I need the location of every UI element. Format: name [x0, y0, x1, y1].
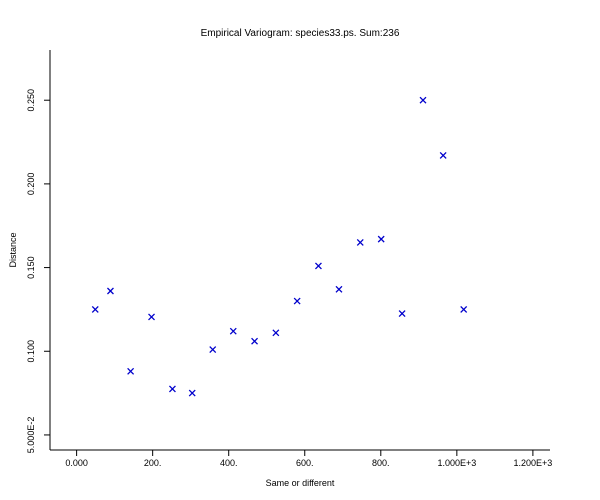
data-point-marker [460, 305, 468, 313]
y-tick-label: 5.000E-2 [26, 417, 36, 454]
y-tick-label: 0.100 [26, 340, 36, 363]
data-point-marker [293, 297, 301, 305]
y-axis-ticks: 5.000E-2 0.100 0.150 0.200 0.250 [26, 89, 50, 453]
data-point-marker [419, 96, 427, 104]
data-point-marker [188, 389, 196, 397]
y-tick-label: 0.250 [26, 89, 36, 112]
x-tick-label: 1.200E+3 [513, 458, 552, 468]
data-point-marker [127, 367, 135, 375]
x-axis-label: Same or different [266, 478, 335, 488]
data-point-marker [439, 151, 447, 159]
x-tick-label: 800. [372, 458, 390, 468]
data-point-marker [168, 385, 176, 393]
x-tick-label: 200. [144, 458, 162, 468]
data-point-marker [377, 235, 385, 243]
y-tick-label: 0.200 [26, 173, 36, 196]
chart-title: Empirical Variogram: species33.ps. Sum:2… [201, 28, 400, 39]
data-point-marker [335, 285, 343, 293]
data-point-marker [272, 329, 280, 337]
data-point-marker [229, 327, 237, 335]
data-point-marker [148, 313, 155, 321]
y-tick-label: 0.150 [26, 256, 36, 279]
x-tick-label: 400. [220, 458, 238, 468]
x-axis-ticks: 0.000 200. 400. 600. 800. 1.000E+3 1.200E+3 [65, 450, 552, 468]
x-tick-label: 0.000 [65, 458, 88, 468]
data-points [91, 96, 468, 397]
data-point-marker [356, 239, 364, 246]
data-point-marker [314, 262, 322, 270]
data-point-marker [91, 305, 99, 313]
data-point-marker [251, 337, 259, 345]
y-axis-label: Distance [8, 232, 18, 267]
data-point-marker [209, 346, 217, 354]
x-tick-label: 1.000E+3 [437, 458, 476, 468]
data-point-marker [398, 310, 406, 318]
x-tick-label: 600. [296, 458, 314, 468]
data-point-marker [106, 287, 114, 295]
